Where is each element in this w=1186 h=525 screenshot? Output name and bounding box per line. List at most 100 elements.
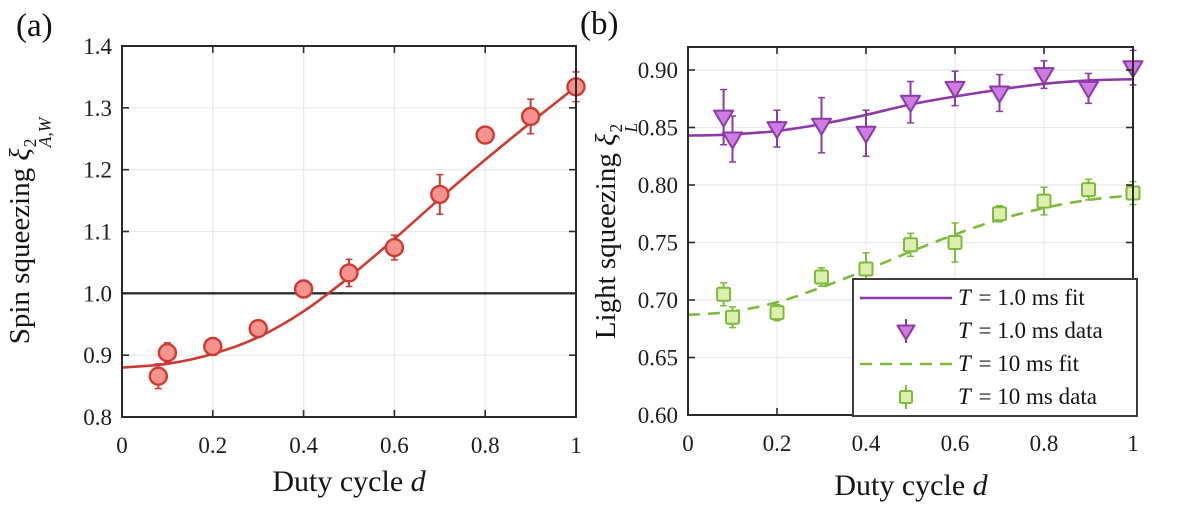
data-point-marker xyxy=(148,366,169,386)
xi-symbol: ξ xyxy=(4,148,37,161)
y-label-subscript: L xyxy=(620,122,641,133)
data-point-marker xyxy=(430,184,450,205)
spin-squeezing-fit-curve xyxy=(121,85,577,369)
y-tick-label: 1.0 xyxy=(83,281,112,306)
x-tick-label: 1 xyxy=(1127,431,1139,456)
legend-label: T = 10 ms fit xyxy=(958,350,1080,376)
data-point-marker xyxy=(992,206,1007,222)
data-point-marker xyxy=(1078,80,1099,99)
y-tick-label: 0.90 xyxy=(638,58,678,83)
square-marker-sample-icon xyxy=(854,382,958,412)
panel-b-x-axis-label: Duty cycle d xyxy=(834,469,987,503)
data-point-marker xyxy=(858,261,874,277)
data-point-marker xyxy=(716,286,732,302)
legend-label: T = 1.0 ms data xyxy=(958,318,1103,344)
y-tick-label: 0.75 xyxy=(638,231,678,256)
panel-a-x-axis-label: Duty cycle d xyxy=(272,465,425,499)
legend-label: T = 10 ms data xyxy=(958,383,1097,409)
tick-labels: 0 0.2 0.4 0.6 0.8 1 0.8 0.9 1.0 1.1 1.2 1.3 1.4 xyxy=(83,34,582,458)
line-dashed xyxy=(860,362,952,366)
panel-a-plot: 0 0.2 0.4 0.6 0.8 1 0.8 0.9 1.0 1.1 1.2 1.3 1.4 xyxy=(83,34,586,458)
data-point-marker xyxy=(766,121,788,140)
x-tick-label: 0.2 xyxy=(198,433,227,458)
panel-b-x-label-text: Duty cycle xyxy=(834,469,966,502)
xi-symbol: ξ xyxy=(590,133,623,146)
panel-b-y-label-text: Light squeezing xyxy=(590,153,623,340)
data-point-marker xyxy=(475,125,495,145)
y-tick-label: 0.8 xyxy=(83,405,112,430)
data-point-marker xyxy=(722,131,743,150)
data-point-marker xyxy=(814,269,829,285)
data-point-marker xyxy=(339,263,359,283)
data-point-marker xyxy=(203,336,223,357)
data-point-marker xyxy=(944,80,966,99)
data-point-marker xyxy=(248,318,268,339)
tick-marks xyxy=(121,45,577,418)
panel-a-tag: (a) xyxy=(16,8,53,44)
panel-a-y-axis-label: Spin squeezing ξ 2 A,W xyxy=(4,117,55,345)
x-tick-label: 0 xyxy=(682,431,694,456)
panel-b-x-label-var: d xyxy=(972,469,988,502)
x-tick-label: 0.6 xyxy=(941,431,970,456)
data-point-marker xyxy=(1036,193,1052,209)
tick-labels: 0 0.2 0.4 0.6 0.8 1 0.60 0.65 0.70 0.75 0.80 0.85 0.… xyxy=(638,58,1139,456)
data-point-marker xyxy=(1081,182,1096,198)
legend-triangle-sample xyxy=(896,324,916,341)
data-point-marker xyxy=(1033,67,1055,86)
dashed-line-sample-icon xyxy=(854,349,958,379)
y-label-subscript: A,W xyxy=(34,117,55,148)
data-point-marker xyxy=(811,117,832,136)
y-tick-label: 0.85 xyxy=(638,116,678,141)
t10ms-data-series xyxy=(716,178,1141,329)
y-tick-label: 1.2 xyxy=(83,158,112,183)
legend-item-t1-data: T = 1.0 ms data xyxy=(854,315,1136,347)
y-tick-label: 1.4 xyxy=(83,34,112,59)
data-point-marker xyxy=(989,85,1010,104)
legend-item-t1-fit: T = 1.0 ms fit xyxy=(854,282,1136,314)
x-tick-label: 0.2 xyxy=(763,431,792,456)
marker-square xyxy=(899,384,913,409)
x-tick-label: 0.8 xyxy=(471,433,500,458)
legend-box: T = 1.0 ms fit T = 1.0 ms data T = 10 ms… xyxy=(852,278,1138,417)
t10ms-fit-curve xyxy=(687,194,1134,317)
legend-square-sample xyxy=(899,389,913,404)
data-point-marker xyxy=(384,237,405,258)
t1ms-data-series xyxy=(713,49,1144,163)
data-point-marker xyxy=(947,235,963,250)
y-tick-label: 0.65 xyxy=(638,346,678,371)
y-tick-label: 0.80 xyxy=(638,173,678,198)
x-tick-label: 0 xyxy=(116,433,128,458)
x-tick-label: 0.6 xyxy=(380,433,409,458)
solid-line-sample-icon xyxy=(854,283,958,313)
legend-item-t10-fit: T = 10 ms fit xyxy=(854,348,1136,380)
y-tick-label: 0.9 xyxy=(83,343,112,368)
spin-squeezing-data-series xyxy=(148,71,586,390)
panel-a-y-label-text: Spin squeezing xyxy=(4,167,37,345)
marker-triangle xyxy=(896,319,916,344)
panel-a-x-label-var: d xyxy=(410,465,426,498)
panel-a-x-label-text: Duty cycle xyxy=(272,465,404,498)
data-point-marker xyxy=(293,279,314,299)
y-tick-label: 1.1 xyxy=(83,220,112,245)
data-point-marker xyxy=(769,305,785,321)
x-tick-label: 1 xyxy=(570,433,582,458)
line-solid xyxy=(860,297,952,300)
y-tick-label: 0.60 xyxy=(638,403,678,428)
x-tick-label: 0.8 xyxy=(1030,431,1059,456)
data-point-marker xyxy=(903,237,918,253)
gridlines xyxy=(121,45,577,418)
data-point-marker xyxy=(713,109,735,128)
data-point-marker xyxy=(520,106,541,127)
legend-item-t10-data: T = 10 ms data xyxy=(854,381,1136,413)
data-point-marker xyxy=(900,94,921,113)
x-tick-label: 0.4 xyxy=(289,433,318,458)
data-point-marker xyxy=(157,342,178,363)
x-tick-label: 0.4 xyxy=(852,431,881,456)
triangle-marker-sample-icon xyxy=(854,316,958,346)
legend-label: T = 1.0 ms fit xyxy=(958,285,1085,311)
panel-b-tag: (b) xyxy=(580,6,619,42)
data-point-marker xyxy=(725,309,740,325)
data-point-marker xyxy=(855,125,877,144)
